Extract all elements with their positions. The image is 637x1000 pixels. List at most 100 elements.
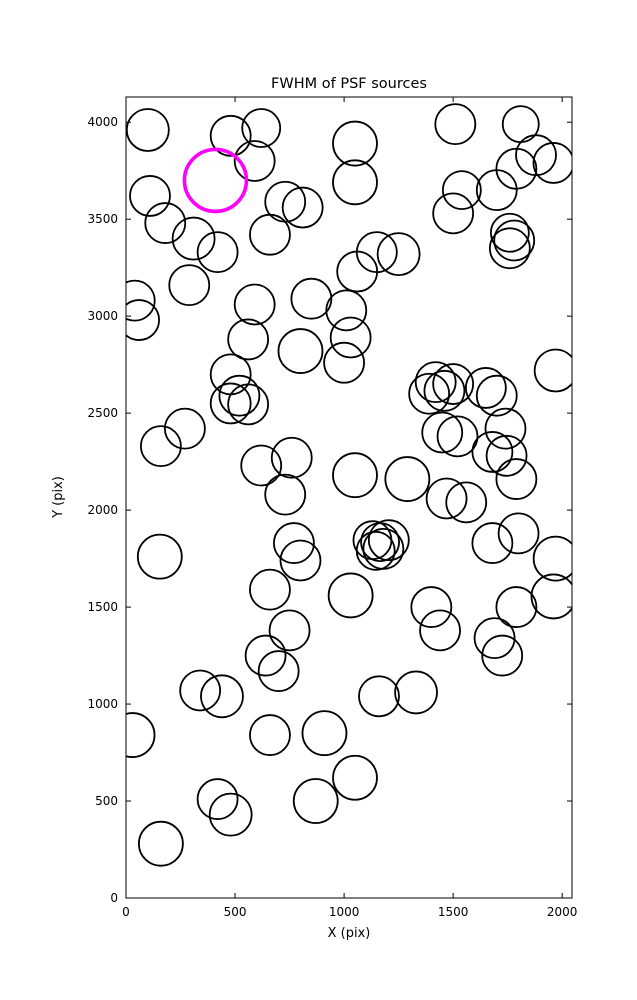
psf-source-circle — [241, 108, 282, 148]
y-tick-label: 500 — [95, 794, 118, 808]
psf-source-circle — [332, 452, 378, 499]
y-tick-label: 0 — [110, 891, 118, 905]
axis-ticks — [125, 97, 572, 899]
psf-source-circle — [475, 374, 518, 417]
psf-source-circle — [332, 754, 378, 801]
psf-source-circle — [434, 103, 477, 146]
psf-source-circle — [292, 778, 339, 824]
psf-source-circle — [209, 382, 252, 425]
psf-source-circle — [445, 481, 488, 524]
psf-source-circle — [484, 407, 527, 450]
psf-source-circle — [273, 522, 315, 564]
x-tick-label: 1000 — [329, 905, 360, 919]
psf-source-circle — [163, 407, 206, 450]
y-tick-label: 2500 — [87, 406, 118, 420]
psf-source-circle — [281, 186, 324, 229]
psf-source-circle — [139, 425, 182, 468]
y-tick-label: 3000 — [87, 309, 118, 323]
psf-source-circle — [358, 675, 400, 718]
psf-source-circle — [136, 533, 183, 580]
psf-source-circle — [249, 213, 291, 256]
psf-source-circle — [497, 512, 540, 555]
psf-source-circle — [301, 710, 348, 757]
psf-source-circle — [233, 283, 276, 326]
psf-source-circle — [493, 219, 536, 262]
psf-source-circle — [332, 159, 378, 206]
x-tick-label: 2000 — [547, 905, 578, 919]
psf-source-circle — [171, 216, 216, 261]
psf-source-circle — [240, 444, 283, 487]
psf-source-circle — [208, 792, 253, 837]
psf-source-circle — [329, 316, 372, 359]
psf-source-circle — [196, 778, 239, 820]
chart-title: FWHM of PSF sources — [271, 76, 427, 92]
psf-source-circle — [126, 279, 156, 322]
psf-source-circle — [355, 530, 396, 571]
psf-source-circle — [441, 170, 482, 210]
psf-source-circle — [530, 573, 572, 620]
psf-source-circle — [249, 568, 291, 611]
x-tick-label: 0 — [122, 905, 130, 919]
psf-source-circle — [209, 114, 252, 157]
psf-source-circle — [323, 341, 365, 384]
psf-source-circle — [249, 714, 291, 756]
psf-source-circle — [227, 318, 270, 361]
psf-source-circle — [481, 634, 524, 677]
psf-source-circle — [196, 231, 239, 274]
psf-source-circle — [432, 363, 475, 405]
psf-source-circle — [495, 586, 538, 628]
psf-source-circle — [290, 277, 333, 320]
psf-source-circle — [410, 586, 453, 628]
psf-source-circle — [394, 670, 438, 715]
psf-source-circle — [532, 142, 572, 184]
psf-source-circle — [244, 634, 287, 677]
psf-source-circle — [277, 328, 324, 374]
psf-source-circle — [179, 669, 222, 712]
psf-source-circle — [270, 436, 313, 479]
psf-source-circle — [495, 458, 538, 500]
psf-source-circle — [367, 519, 410, 562]
psf-source-circle — [488, 227, 531, 270]
psf-source-circle — [414, 361, 457, 404]
psf-source-circle — [257, 650, 300, 692]
psf-source-circle — [419, 609, 461, 652]
psf-source-circle — [126, 299, 160, 341]
psf-source-circle — [464, 367, 507, 409]
y-tick-label: 3500 — [87, 212, 118, 226]
psf-source-circle — [475, 169, 518, 211]
x-tick-label: 1500 — [438, 905, 469, 919]
y-tick-label: 1000 — [87, 697, 118, 711]
psf-source-circle — [471, 431, 514, 473]
highlighted-psf-circle — [182, 147, 249, 214]
y-tick-labels: 0 500 1000 1500 2000 2500 3000 3500 4000 — [87, 115, 118, 905]
x-tick-labels: 0 500 1000 1500 2000 — [122, 905, 577, 919]
psf-source-circle — [129, 175, 171, 217]
y-tick-label: 1500 — [87, 600, 118, 614]
psf-source-circle — [485, 434, 528, 477]
psf-source-circle — [473, 617, 516, 660]
psf-source-circle — [233, 140, 276, 182]
psf-source-circle — [532, 535, 572, 582]
psf-source-circle — [489, 212, 530, 253]
plot-border — [125, 96, 573, 899]
psf-source-circle — [425, 477, 468, 520]
psf-source-circle — [126, 108, 170, 152]
psf-source-circle — [423, 369, 466, 412]
psf-source-circle — [436, 415, 479, 458]
psf-source-circle — [168, 264, 211, 307]
psf-source-circle — [421, 411, 464, 454]
psf-source-circle — [227, 383, 270, 426]
psf-source-circle — [327, 572, 374, 619]
psf-source-circle — [264, 473, 307, 516]
psf-source-circle — [384, 456, 431, 502]
psf-source-circle — [268, 609, 311, 652]
x-tick-label: 500 — [224, 905, 247, 919]
psf-source-circle — [200, 674, 244, 719]
psf-source-circle — [137, 820, 184, 867]
y-axis-label: Y (pix) — [51, 476, 66, 519]
psf-source-circle — [336, 250, 379, 293]
psf-source-circle — [376, 232, 421, 276]
psf-source-circle — [408, 372, 451, 415]
